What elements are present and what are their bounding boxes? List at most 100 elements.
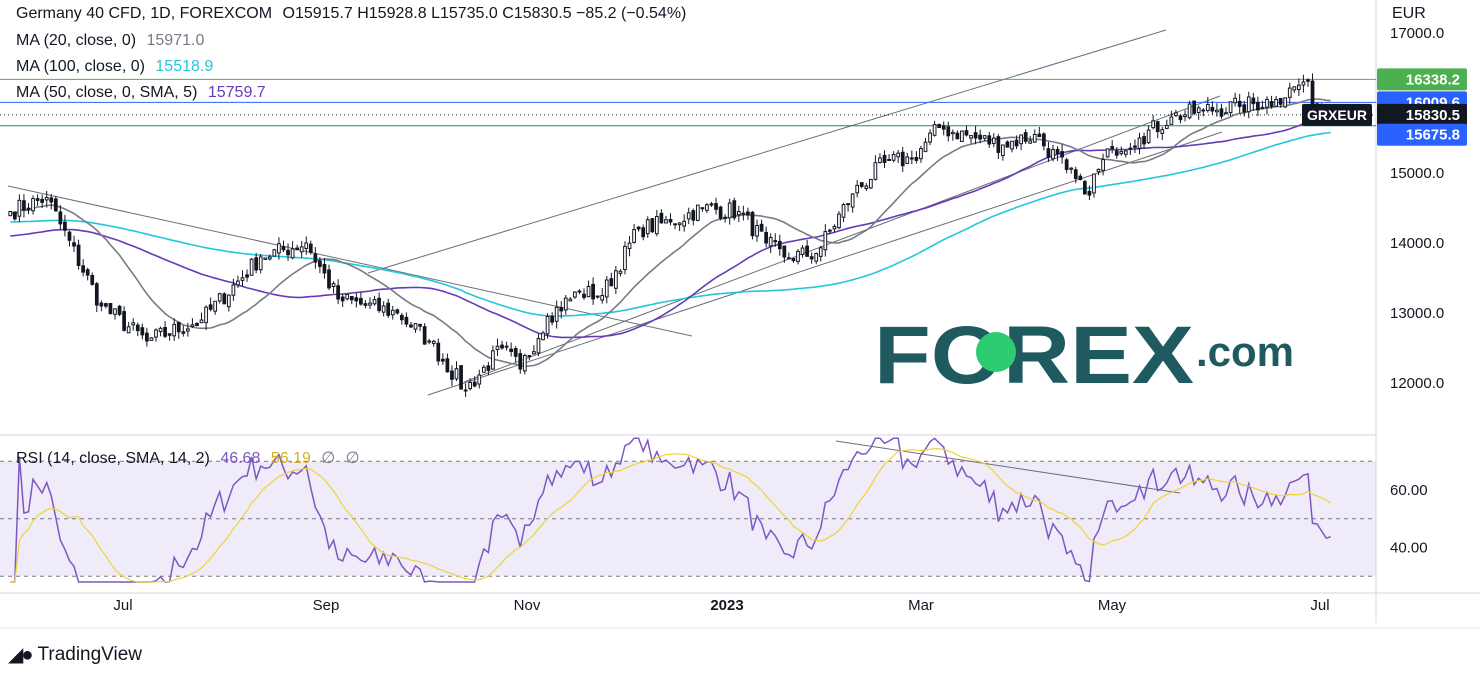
candle-body bbox=[504, 345, 509, 348]
candle-body bbox=[837, 213, 841, 229]
candle-body bbox=[377, 297, 381, 312]
candle-body bbox=[750, 211, 755, 237]
candle-body bbox=[44, 197, 49, 201]
candle-body bbox=[659, 212, 664, 224]
candle-body bbox=[686, 212, 691, 220]
candle-body bbox=[563, 297, 568, 311]
candle-body bbox=[290, 248, 295, 259]
candle-body bbox=[1269, 101, 1274, 107]
candle-body bbox=[677, 222, 682, 226]
candle-body bbox=[1228, 101, 1233, 114]
ma20-line bbox=[9, 98, 1331, 368]
ma50-legend[interactable]: MA (50, close, 0, SMA, 5) 15759.7 bbox=[16, 84, 272, 102]
candle-body bbox=[1101, 159, 1105, 171]
candle-body bbox=[573, 291, 577, 298]
candle-body bbox=[8, 211, 13, 217]
candle-body bbox=[145, 332, 149, 342]
candle-body bbox=[368, 302, 372, 306]
currency-label: EUR bbox=[1392, 5, 1426, 22]
candle-body bbox=[1292, 86, 1297, 91]
symbol-title: Germany 40 CFD, 1D, FOREXCOM bbox=[16, 5, 273, 22]
candle-body bbox=[532, 351, 536, 355]
candle-body bbox=[1256, 101, 1260, 111]
candle-body bbox=[135, 324, 140, 332]
candle-body bbox=[522, 354, 527, 372]
candle-body bbox=[632, 229, 636, 243]
candle-body bbox=[72, 242, 76, 247]
candle-body bbox=[363, 303, 368, 306]
rsi-label: RSI (14, close, SMA, 14, 2) bbox=[16, 450, 210, 467]
candle-body bbox=[1123, 150, 1128, 155]
watermark-o-accent bbox=[976, 332, 1016, 372]
candle-body bbox=[736, 211, 741, 216]
candle-body bbox=[996, 136, 1001, 153]
rsi-value: 46.68 bbox=[220, 450, 261, 467]
rsi-tick-label: 60.00 bbox=[1390, 482, 1428, 499]
candle-body bbox=[217, 293, 222, 302]
candle-body bbox=[527, 355, 532, 358]
candle-body bbox=[427, 340, 432, 343]
candle-body bbox=[245, 274, 249, 278]
candle-body bbox=[1233, 97, 1237, 104]
candle-body bbox=[249, 258, 254, 276]
candle-body bbox=[1183, 114, 1187, 118]
candle-body bbox=[263, 257, 268, 260]
price-chart[interactable]: 17000.016000.015000.014000.013000.012000… bbox=[0, 0, 1480, 640]
candle-body bbox=[386, 302, 391, 316]
candle-body bbox=[199, 319, 204, 324]
rsi-line bbox=[10, 437, 1331, 583]
tradingview-label: TradingView bbox=[37, 643, 143, 665]
tradingview-logo[interactable]: ◢● TradingView bbox=[8, 642, 142, 667]
candle-body bbox=[1287, 87, 1292, 98]
candle-body bbox=[969, 135, 973, 139]
candle-body bbox=[1237, 100, 1242, 108]
candle-body bbox=[1114, 150, 1119, 156]
candle-body bbox=[154, 329, 158, 338]
candle-body bbox=[1055, 148, 1060, 155]
ma100-line bbox=[10, 131, 1331, 317]
candle-body bbox=[773, 240, 778, 243]
candle-body bbox=[450, 370, 454, 380]
candle-body bbox=[354, 297, 359, 302]
candle-body bbox=[272, 249, 277, 257]
time-tick-label: May bbox=[1098, 597, 1127, 614]
rsi-legend[interactable]: RSI (14, close, SMA, 14, 2) 46.68 56.19 … bbox=[16, 448, 366, 468]
candle-body bbox=[654, 215, 659, 235]
candle-body bbox=[828, 229, 832, 232]
candle-body bbox=[495, 345, 500, 351]
candle-body bbox=[582, 293, 586, 298]
trend-line bbox=[463, 95, 1221, 383]
candle-body bbox=[277, 243, 281, 254]
ma100-legend[interactable]: MA (100, close, 0) 15518.9 bbox=[16, 58, 219, 76]
price-tick-label: 13000.0 bbox=[1390, 305, 1444, 322]
candle-body bbox=[723, 216, 728, 219]
candle-body bbox=[809, 256, 814, 260]
ma100-value: 15518.9 bbox=[155, 58, 214, 75]
forex-watermark: FOREX .com bbox=[874, 310, 1294, 401]
candle-body bbox=[955, 132, 960, 140]
candle-body bbox=[919, 148, 923, 160]
ma20-legend[interactable]: MA (20, close, 0) 15971.0 bbox=[16, 32, 210, 50]
candle-body bbox=[695, 204, 700, 221]
candle-body bbox=[313, 253, 318, 263]
candle-body bbox=[914, 157, 919, 161]
candle-body bbox=[982, 135, 987, 139]
candle-body bbox=[718, 206, 723, 219]
candle-body bbox=[1215, 109, 1219, 113]
candle-body bbox=[468, 381, 473, 390]
candle-body bbox=[1073, 169, 1078, 179]
candle-body bbox=[463, 389, 468, 392]
candle-body bbox=[445, 358, 450, 373]
candle-body bbox=[1297, 84, 1301, 91]
candle-body bbox=[1224, 112, 1228, 115]
candle-body bbox=[158, 327, 163, 333]
candle-body bbox=[108, 303, 113, 315]
candle-body bbox=[104, 303, 108, 307]
candle-body bbox=[768, 237, 773, 247]
candle-body bbox=[85, 269, 90, 276]
candle-body bbox=[1278, 97, 1283, 105]
candle-body bbox=[345, 294, 350, 300]
candle-body bbox=[281, 246, 286, 251]
candle-body bbox=[764, 231, 768, 244]
candle-body bbox=[336, 285, 340, 300]
